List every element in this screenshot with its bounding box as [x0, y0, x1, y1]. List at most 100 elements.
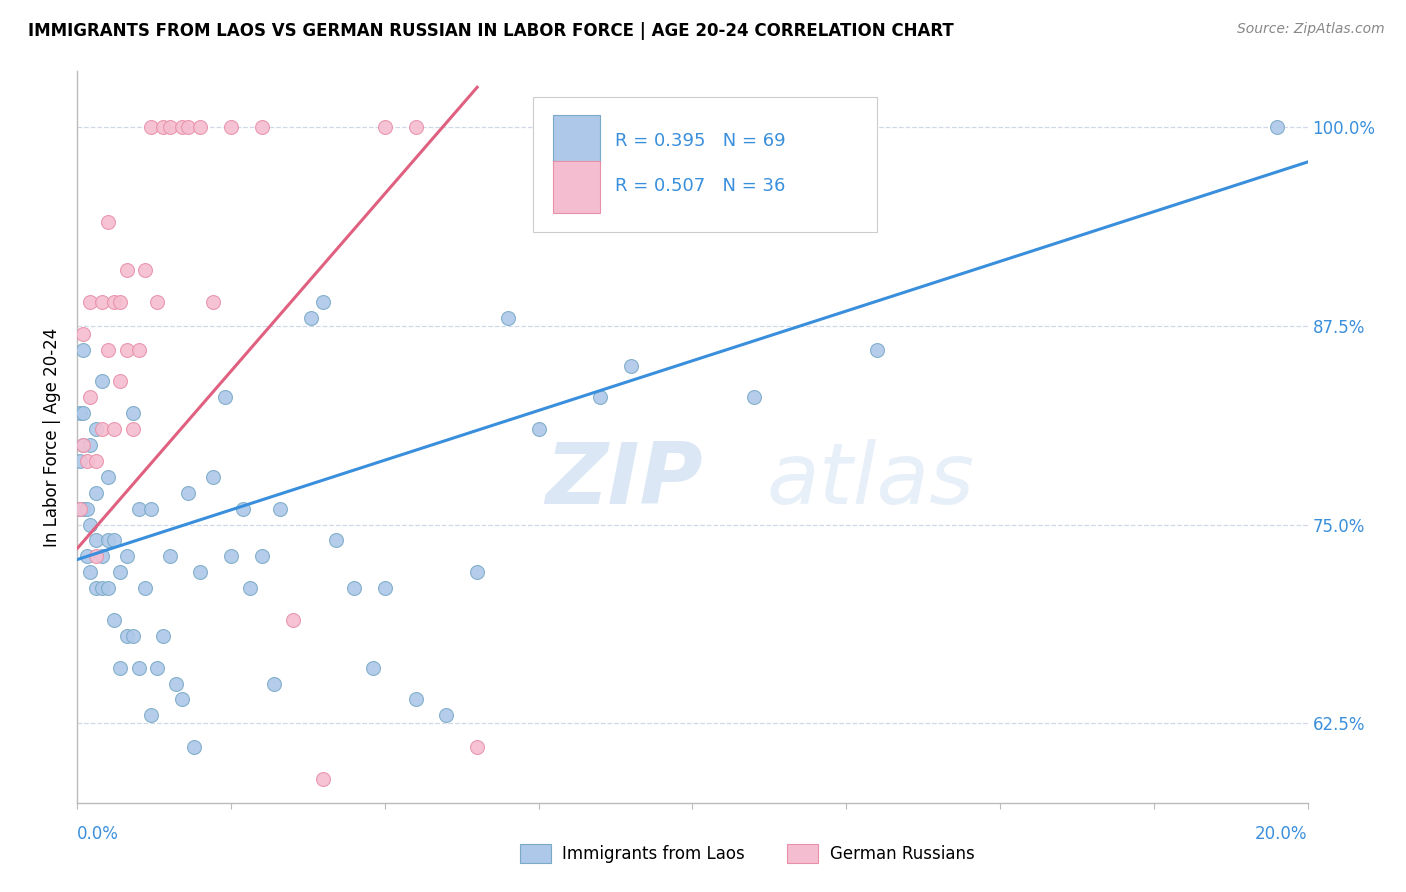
Text: Immigrants from Laos: Immigrants from Laos — [562, 845, 745, 863]
Point — [177, 120, 200, 134]
Point — [72, 343, 94, 357]
Point — [170, 692, 193, 706]
Point — [146, 294, 169, 309]
Point — [69, 454, 91, 468]
Point — [465, 740, 488, 755]
Point — [69, 501, 91, 516]
Point — [72, 438, 94, 452]
Point — [152, 629, 174, 643]
Point — [250, 120, 273, 134]
Point — [239, 581, 262, 595]
Point — [188, 566, 212, 580]
Point — [343, 581, 366, 595]
Point — [69, 501, 91, 516]
Point — [76, 501, 98, 516]
Point — [152, 120, 174, 134]
Point — [97, 533, 120, 548]
Point — [374, 120, 396, 134]
Point — [159, 549, 181, 564]
Point — [97, 215, 120, 229]
Point — [527, 422, 550, 436]
Point — [69, 406, 91, 420]
Point — [177, 485, 200, 500]
Point — [141, 501, 163, 516]
Point — [97, 470, 120, 484]
Point — [436, 708, 458, 723]
Text: 20.0%: 20.0% — [1256, 825, 1308, 843]
Point — [72, 501, 94, 516]
Point — [134, 263, 156, 277]
Point — [128, 343, 150, 357]
Point — [465, 566, 488, 580]
Point — [128, 660, 150, 674]
FancyBboxPatch shape — [554, 161, 600, 212]
Point — [76, 454, 98, 468]
Point — [84, 533, 107, 548]
Point — [1265, 120, 1288, 134]
Point — [405, 692, 427, 706]
Point — [188, 120, 212, 134]
Point — [79, 566, 101, 580]
Point — [299, 310, 322, 325]
Point — [79, 294, 101, 309]
Point — [115, 629, 138, 643]
Point — [97, 343, 120, 357]
Point — [214, 390, 236, 404]
Point — [84, 422, 107, 436]
Point — [79, 438, 101, 452]
Text: Source: ZipAtlas.com: Source: ZipAtlas.com — [1237, 22, 1385, 37]
Point — [682, 120, 704, 134]
Point — [170, 120, 193, 134]
Text: ZIP: ZIP — [546, 440, 703, 523]
Point — [84, 581, 107, 595]
Point — [90, 294, 114, 309]
Point — [496, 310, 519, 325]
Point — [263, 676, 285, 690]
Point — [121, 629, 143, 643]
Point — [110, 375, 132, 389]
Point — [90, 422, 114, 436]
Point — [110, 566, 132, 580]
Point — [201, 470, 224, 484]
Point — [361, 660, 384, 674]
Y-axis label: In Labor Force | Age 20-24: In Labor Force | Age 20-24 — [44, 327, 62, 547]
Point — [141, 708, 163, 723]
Point — [110, 660, 132, 674]
Point — [312, 772, 335, 786]
Point — [312, 294, 335, 309]
FancyBboxPatch shape — [533, 97, 877, 232]
Point — [72, 406, 94, 420]
Text: 0.0%: 0.0% — [77, 825, 120, 843]
Point — [141, 120, 163, 134]
Point — [103, 294, 125, 309]
Point — [325, 533, 347, 548]
Point — [232, 501, 254, 516]
Point — [84, 454, 107, 468]
Point — [121, 406, 143, 420]
Point — [79, 517, 101, 532]
Point — [165, 676, 187, 690]
Point — [110, 294, 132, 309]
Point — [84, 549, 107, 564]
Point — [72, 438, 94, 452]
Point — [219, 549, 242, 564]
Point — [76, 549, 98, 564]
Point — [183, 740, 205, 755]
Point — [121, 422, 143, 436]
Point — [374, 581, 396, 595]
Point — [804, 120, 827, 134]
Point — [159, 120, 181, 134]
Point — [72, 326, 94, 341]
Point — [866, 343, 889, 357]
Point — [115, 263, 138, 277]
Point — [103, 533, 125, 548]
Text: German Russians: German Russians — [830, 845, 974, 863]
Point — [589, 390, 612, 404]
Point — [115, 343, 138, 357]
Point — [134, 581, 156, 595]
Point — [128, 501, 150, 516]
Point — [742, 390, 765, 404]
Point — [103, 422, 125, 436]
Point — [90, 375, 114, 389]
Point — [620, 359, 643, 373]
